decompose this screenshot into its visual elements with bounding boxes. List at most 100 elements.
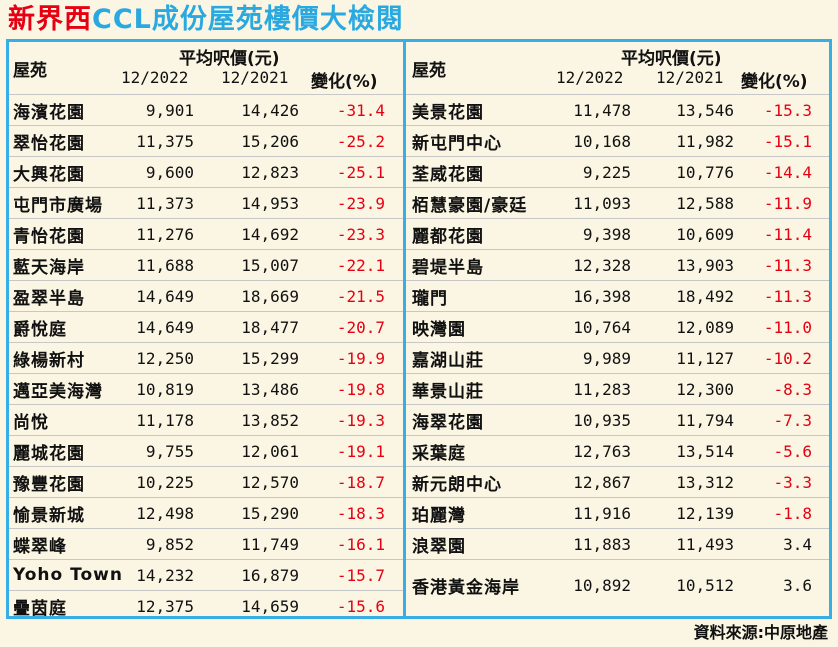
table-left-half: 屋苑 平均呎價(元) 12/2022 12/2021 變化(%) 海濱花園 9,9… <box>9 42 403 619</box>
price-2021: 11,794 <box>676 410 734 430</box>
source-note: 資料來源:中原地產 <box>693 623 828 642</box>
price-change: -11.0 <box>763 317 812 337</box>
estate-name: 蝶翠峰 <box>13 536 67 557</box>
price-2021: 13,514 <box>676 441 734 461</box>
price-change: -23.3 <box>336 224 385 244</box>
price-change: -20.7 <box>336 317 385 337</box>
price-change: 3.4 <box>783 534 812 554</box>
table-right-half: 屋苑 平均呎價(元) 12/2022 12/2021 變化(%) 美景花園 11,… <box>406 42 829 616</box>
estate-name: 邁亞美海灣 <box>13 381 103 402</box>
table-row: 疊茵庭 12,375 14,659 -15.6 <box>9 590 403 621</box>
price-change: -19.9 <box>336 348 385 368</box>
price-2022: 10,935 <box>573 410 631 430</box>
estate-name: 盈翠半島 <box>13 288 85 309</box>
estate-name: 嘉湖山莊 <box>412 350 484 371</box>
price-2022: 16,398 <box>573 286 631 306</box>
price-2022: 10,168 <box>573 131 631 151</box>
header-change: 變化(%) <box>741 72 808 92</box>
price-2021: 14,953 <box>241 193 299 213</box>
price-2022: 10,225 <box>136 472 194 492</box>
table-row: 碧堤半島 12,328 13,903 -11.3 <box>406 249 829 280</box>
table-row: 華景山莊 11,283 12,300 -8.3 <box>406 373 829 404</box>
table-row: 大興花園 9,600 12,823 -25.1 <box>9 156 403 187</box>
estate-name: Yoho Town <box>13 565 123 585</box>
table-row: 栢慧豪園/豪廷 11,093 12,588 -11.9 <box>406 187 829 218</box>
price-2021: 18,669 <box>241 286 299 306</box>
price-2022: 10,892 <box>573 576 631 595</box>
price-2021: 14,659 <box>241 596 299 616</box>
price-change: -10.2 <box>763 348 812 368</box>
table-row: 尚悅 11,178 13,852 -19.3 <box>9 404 403 435</box>
table-row: 愉景新城 12,498 15,290 -18.3 <box>9 497 403 528</box>
price-change: -19.3 <box>336 410 385 430</box>
price-change: -15.7 <box>336 565 385 585</box>
price-2022: 9,989 <box>582 348 631 368</box>
price-2021: 12,823 <box>241 162 299 182</box>
price-2021: 18,477 <box>241 317 299 337</box>
table-row: 綠楊新村 12,250 15,299 -19.9 <box>9 342 403 373</box>
price-2022: 9,398 <box>582 224 631 244</box>
header-2022: 12/2022 <box>121 68 189 87</box>
estate-name: 荃威花園 <box>412 164 484 185</box>
estate-name: 美景花園 <box>412 102 484 123</box>
price-2022: 10,764 <box>573 317 631 337</box>
column-divider <box>403 42 406 616</box>
estate-name: 華景山莊 <box>412 381 484 402</box>
price-2022: 9,225 <box>582 162 631 182</box>
price-change: -15.6 <box>336 596 385 616</box>
price-2021: 12,061 <box>241 441 299 461</box>
price-change: -23.9 <box>336 193 385 213</box>
table-row: 浪翠園 11,883 11,493 3.4 <box>406 528 829 559</box>
header-price: 平均呎價(元) <box>179 49 280 69</box>
price-change: -19.8 <box>336 379 385 399</box>
estate-name: 海翠花園 <box>412 412 484 433</box>
table-row: 爵悅庭 14,649 18,477 -20.7 <box>9 311 403 342</box>
price-2022: 14,649 <box>136 286 194 306</box>
price-2022: 11,093 <box>573 193 631 213</box>
table-row: 盈翠半島 14,649 18,669 -21.5 <box>9 280 403 311</box>
table-body-left: 海濱花園 9,901 14,426 -31.4 翠怡花園 11,375 15,206 -25.… <box>9 94 403 621</box>
price-change: 3.6 <box>783 576 812 595</box>
price-change: -11.3 <box>763 255 812 275</box>
estate-name: 爵悅庭 <box>13 319 67 340</box>
price-2022: 11,373 <box>136 193 194 213</box>
table-row: 珀麗灣 11,916 12,139 -1.8 <box>406 497 829 528</box>
header-2022: 12/2022 <box>556 68 624 87</box>
estate-name: 尚悅 <box>13 412 49 433</box>
price-2022: 11,688 <box>136 255 194 275</box>
price-change: -8.3 <box>773 379 812 399</box>
price-change: -1.8 <box>773 503 812 523</box>
title-region: 新界西 <box>8 4 92 35</box>
estate-name: 麗都花園 <box>412 226 484 247</box>
price-change: -18.3 <box>336 503 385 523</box>
price-2022: 11,916 <box>573 503 631 523</box>
price-2021: 14,426 <box>241 100 299 120</box>
price-2022: 11,276 <box>136 224 194 244</box>
price-change: -19.1 <box>336 441 385 461</box>
table-row: 麗都花園 9,398 10,609 -11.4 <box>406 218 829 249</box>
estate-name: 青怡花園 <box>13 226 85 247</box>
header-estate: 屋苑 <box>13 61 47 81</box>
table-header-right: 屋苑 平均呎價(元) 12/2022 12/2021 變化(%) <box>406 42 829 92</box>
price-change: -21.5 <box>336 286 385 306</box>
price-2022: 12,763 <box>573 441 631 461</box>
price-change: -11.4 <box>763 224 812 244</box>
price-2022: 14,232 <box>136 565 194 585</box>
table-row: 香港黃金海岸 10,892 10,512 3.6 <box>406 559 829 611</box>
price-2022: 9,755 <box>145 441 194 461</box>
price-2021: 13,903 <box>676 255 734 275</box>
price-2022: 11,883 <box>573 534 631 554</box>
table-row: 荃威花園 9,225 10,776 -14.4 <box>406 156 829 187</box>
price-change: -25.2 <box>336 131 385 151</box>
table-body-right: 美景花園 11,478 13,546 -15.3 新屯門中心 10,168 11,982 -1… <box>406 94 829 611</box>
estate-name: 疊茵庭 <box>13 598 67 619</box>
table-row: 屯門市廣場 11,373 14,953 -23.9 <box>9 187 403 218</box>
header-change: 變化(%) <box>311 72 378 92</box>
price-2021: 15,299 <box>241 348 299 368</box>
price-2022: 12,250 <box>136 348 194 368</box>
price-2022: 12,867 <box>573 472 631 492</box>
header-price: 平均呎價(元) <box>621 49 722 69</box>
price-change: -15.3 <box>763 100 812 120</box>
estate-name: 栢慧豪園/豪廷 <box>412 195 528 216</box>
price-2021: 15,007 <box>241 255 299 275</box>
